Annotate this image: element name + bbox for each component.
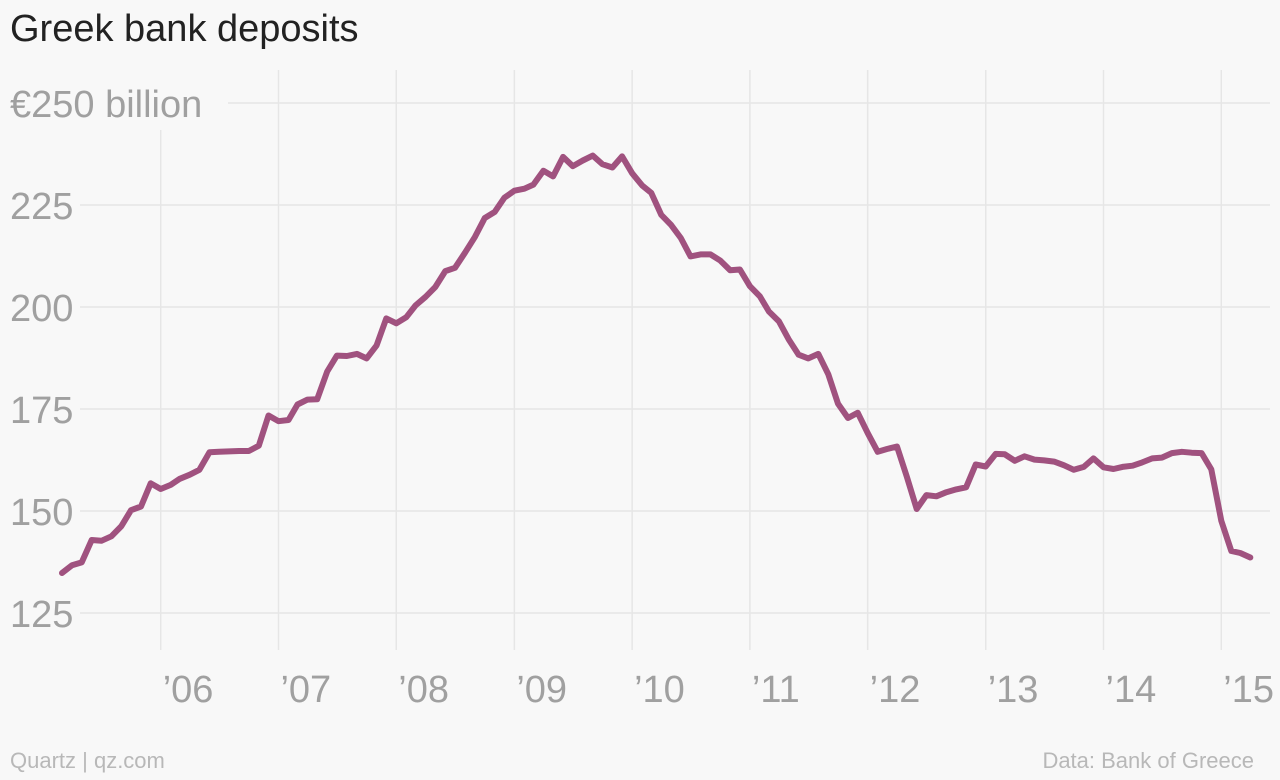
x-tick-label: ’06 bbox=[163, 669, 214, 711]
x-tick-label: ’13 bbox=[988, 669, 1039, 711]
series-line bbox=[59, 152, 1254, 576]
x-tick-label: ’12 bbox=[870, 669, 921, 711]
x-tick-label: ’14 bbox=[1106, 669, 1157, 711]
y-tick-label: €250 billion bbox=[10, 84, 202, 126]
x-tick-label: ’15 bbox=[1223, 669, 1274, 711]
x-tick-labels: ’06 ’07 ’08 ’09 ’10 ’11 ’12 ’13 ’14 ’15 bbox=[163, 669, 1274, 711]
x-tick-label: ’08 bbox=[398, 669, 449, 711]
y-tick-labels: €250 billion 225 200 175 150 125 bbox=[0, 84, 202, 636]
y-label-bg bbox=[0, 593, 80, 633]
x-tick-label: ’07 bbox=[280, 669, 331, 711]
x-tick-label: ’10 bbox=[634, 669, 685, 711]
chart-title: Greek bank deposits bbox=[10, 8, 359, 50]
x-tick-label: ’11 bbox=[752, 669, 800, 711]
y-tick-label: 225 bbox=[10, 186, 73, 228]
y-tick-label: 175 bbox=[10, 390, 73, 432]
y-label-bg bbox=[0, 185, 80, 225]
y-tick-label: 125 bbox=[10, 594, 73, 636]
source-credit: Quartz | qz.com bbox=[10, 748, 165, 773]
y-tick-label: 150 bbox=[10, 492, 73, 534]
y-label-bg bbox=[0, 389, 80, 429]
y-label-bg bbox=[0, 491, 80, 531]
data-source: Data: Bank of Greece bbox=[1042, 748, 1254, 773]
y-label-bg bbox=[0, 287, 80, 327]
y-gridlines bbox=[0, 102, 1270, 614]
x-tick-label: ’09 bbox=[516, 669, 567, 711]
x-gridlines bbox=[159, 70, 1223, 650]
y-tick-label: 200 bbox=[10, 288, 73, 330]
